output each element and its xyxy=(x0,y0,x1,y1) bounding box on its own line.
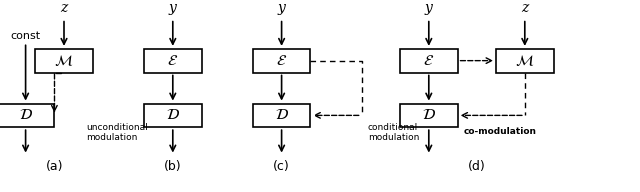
Text: const: const xyxy=(10,31,41,41)
Text: $\mathcal{M}$: $\mathcal{M}$ xyxy=(54,53,74,68)
FancyBboxPatch shape xyxy=(496,49,554,73)
Text: $\mathcal{E}$: $\mathcal{E}$ xyxy=(423,54,435,68)
FancyBboxPatch shape xyxy=(400,49,458,73)
FancyBboxPatch shape xyxy=(0,103,54,127)
Text: z: z xyxy=(60,1,68,15)
Text: $\mathcal{D}$: $\mathcal{D}$ xyxy=(166,108,180,122)
Text: $\mathcal{D}$: $\mathcal{D}$ xyxy=(19,108,33,122)
Text: y: y xyxy=(425,1,433,15)
Text: $\mathcal{E}$: $\mathcal{E}$ xyxy=(276,54,287,68)
Text: unconditional
modulation: unconditional modulation xyxy=(86,123,148,142)
FancyBboxPatch shape xyxy=(144,103,202,127)
FancyBboxPatch shape xyxy=(400,103,458,127)
Text: y: y xyxy=(169,1,177,15)
Text: (c): (c) xyxy=(273,160,290,173)
Text: (d): (d) xyxy=(468,160,486,173)
Text: $\mathcal{D}$: $\mathcal{D}$ xyxy=(422,108,436,122)
Text: $\mathcal{D}$: $\mathcal{D}$ xyxy=(275,108,289,122)
Text: (b): (b) xyxy=(164,160,182,173)
Text: y: y xyxy=(278,1,285,15)
FancyBboxPatch shape xyxy=(253,103,310,127)
Text: $\mathcal{E}$: $\mathcal{E}$ xyxy=(167,54,179,68)
Text: z: z xyxy=(521,1,529,15)
FancyBboxPatch shape xyxy=(144,49,202,73)
Text: co-modulation: co-modulation xyxy=(464,127,537,136)
FancyBboxPatch shape xyxy=(253,49,310,73)
FancyBboxPatch shape xyxy=(35,49,93,73)
Text: conditional
modulation: conditional modulation xyxy=(368,123,419,142)
Text: (a): (a) xyxy=(45,160,63,173)
Text: $\mathcal{M}$: $\mathcal{M}$ xyxy=(515,53,534,68)
